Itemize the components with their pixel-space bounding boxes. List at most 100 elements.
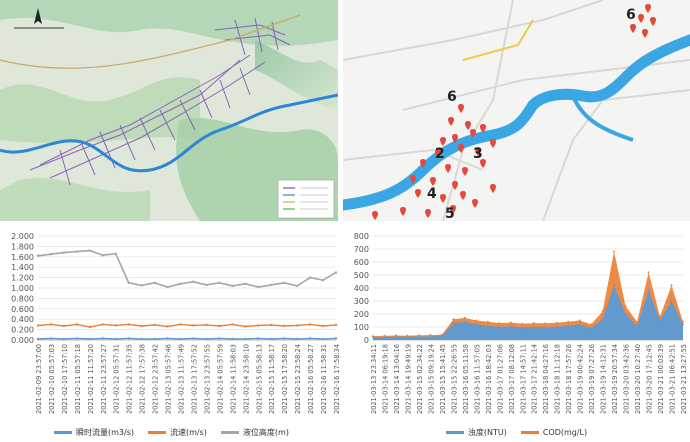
x-tick-label: 2021-02-12 11:57:35 — [126, 344, 134, 414]
x-tick-label: 2021-02-15 23:58:24 — [294, 344, 302, 414]
data-point — [498, 322, 501, 325]
legend-label-flow: 瞬时流量(m3/s) — [76, 428, 135, 437]
data-point — [452, 318, 455, 321]
map-pin-icon — [440, 194, 446, 203]
map-pin-icon — [630, 24, 636, 33]
x-tick-label: 2021-03-20 03:42:36 — [623, 344, 631, 414]
river-line — [0, 93, 338, 173]
data-point — [75, 250, 79, 253]
x-tick-label: 2021-02-13 23:57:55 — [203, 344, 211, 414]
data-point — [624, 313, 627, 315]
data-point — [127, 323, 130, 326]
y-tick-label: 300 — [354, 297, 369, 306]
data-point — [308, 337, 312, 340]
x-tick-label: 2021-02-12 05:57:31 — [113, 344, 121, 414]
map-pin-icon — [470, 129, 476, 138]
data-point — [114, 252, 117, 255]
right-chart-quality: 0 100 200 300 400 500 600 700 800 2021-03-13 23:3… — [343, 228, 690, 442]
x-tick-label: 2021-02-13 05:57:46 — [165, 344, 173, 414]
x-tick-label: 2021-03-21 13:27:55 — [680, 344, 688, 414]
data-point — [578, 323, 581, 326]
map-pin-icon — [475, 147, 481, 156]
map-pin-icon — [480, 159, 486, 168]
y-tick-label: 2.000 — [11, 232, 34, 241]
x-tick-label: 2021-02-15 11:58:17 — [268, 344, 276, 414]
left-chart-flow: 0.000 0.200 0.400 0.600 0.800 1.000 1.200 1.400… — [0, 228, 343, 442]
zone-label-2: 2 — [435, 146, 445, 162]
x-tick-label: 2021-03-18 11:12:18 — [554, 344, 562, 414]
x-tick-label: 2021-03-15 22:26:55 — [450, 344, 458, 414]
x-tick-label: 2021-03-16 05:11:58 — [462, 344, 470, 414]
data-point — [166, 325, 169, 328]
x-tick-label: 2021-02-11 23:57:27 — [100, 344, 108, 414]
data-point — [114, 324, 117, 327]
map-pin-icon — [458, 144, 464, 153]
x-tick-label: 2021-03-15 02:34:22 — [416, 344, 424, 414]
right-monitoring-map[interactable]: 6 6 2 3 4 5 — [343, 0, 690, 221]
data-point — [486, 324, 489, 327]
data-point — [49, 253, 53, 256]
legend-label-cod: COD(mg/L) — [542, 428, 588, 437]
right-chart-legend: 浊度(NTU) COD(mg/L) — [343, 427, 690, 438]
map-pin-icon — [460, 191, 466, 200]
x-tick-label: 2021-03-19 20:57:34 — [611, 344, 619, 414]
data-point — [567, 324, 570, 327]
data-point — [682, 320, 684, 323]
data-point — [218, 337, 221, 340]
x-tick-label: 2021-03-14 06:19:18 — [381, 344, 389, 414]
data-point — [36, 254, 40, 257]
data-point — [659, 315, 662, 318]
data-point — [372, 336, 374, 339]
data-point — [567, 320, 570, 323]
x-tick-label: 2021-02-10 17:57:10 — [61, 344, 69, 414]
left-map-canvas — [0, 0, 338, 221]
data-point — [308, 323, 312, 326]
data-point — [670, 300, 673, 302]
x-tick-label: 2021-03-19 00:42:24 — [577, 344, 585, 414]
data-point — [417, 335, 420, 338]
data-point — [49, 337, 53, 340]
y-tick-label: 500 — [354, 271, 369, 280]
map-pin-icon — [490, 139, 496, 148]
data-point — [295, 324, 299, 327]
data-point — [321, 337, 325, 341]
x-tick-label: 2021-03-20 10:27:40 — [634, 344, 642, 414]
y-tick-label: 0.800 — [11, 294, 34, 303]
data-point — [590, 323, 593, 326]
data-point — [429, 335, 432, 338]
x-tick-label: 2021-03-14 13:04:16 — [393, 344, 401, 414]
data-point — [282, 337, 286, 340]
legend-label-level: 液位高度(m) — [242, 428, 289, 437]
data-point — [647, 271, 650, 274]
data-point — [463, 320, 466, 323]
y-tick-label: 1.600 — [11, 253, 34, 262]
y-tick-label: 1.800 — [11, 242, 34, 251]
map-pin-icon — [465, 121, 471, 130]
map-pin-icon — [450, 205, 456, 214]
x-tick-label: 2021-02-11 11:57:20 — [87, 344, 95, 414]
data-point — [509, 325, 512, 328]
data-point — [670, 284, 673, 287]
river-main — [343, 34, 690, 211]
y-tick-label: 400 — [354, 284, 369, 293]
data-point — [647, 289, 650, 292]
right-chart-canvas: 0 100 200 300 400 500 600 700 800 2021-03-13 23:3… — [354, 232, 688, 414]
zone-label-6: 6 — [447, 89, 457, 105]
data-point — [140, 284, 143, 287]
y-tick-label: 200 — [354, 310, 369, 319]
y-tick-label: 1.000 — [11, 284, 34, 293]
map-pin-icon — [448, 117, 454, 126]
data-point — [282, 281, 286, 284]
zone-label-6-top: 6 — [626, 7, 636, 23]
data-point — [257, 337, 260, 340]
y-tick-label: 800 — [354, 232, 369, 241]
data-point — [244, 325, 247, 328]
data-point — [498, 326, 501, 328]
data-point — [601, 318, 604, 321]
zone-label-4: 4 — [427, 186, 437, 202]
data-point — [613, 250, 616, 253]
data-point — [555, 325, 558, 328]
left-topographic-map[interactable] — [0, 0, 338, 221]
data-point — [88, 249, 92, 252]
map-pin-icon — [480, 124, 486, 133]
